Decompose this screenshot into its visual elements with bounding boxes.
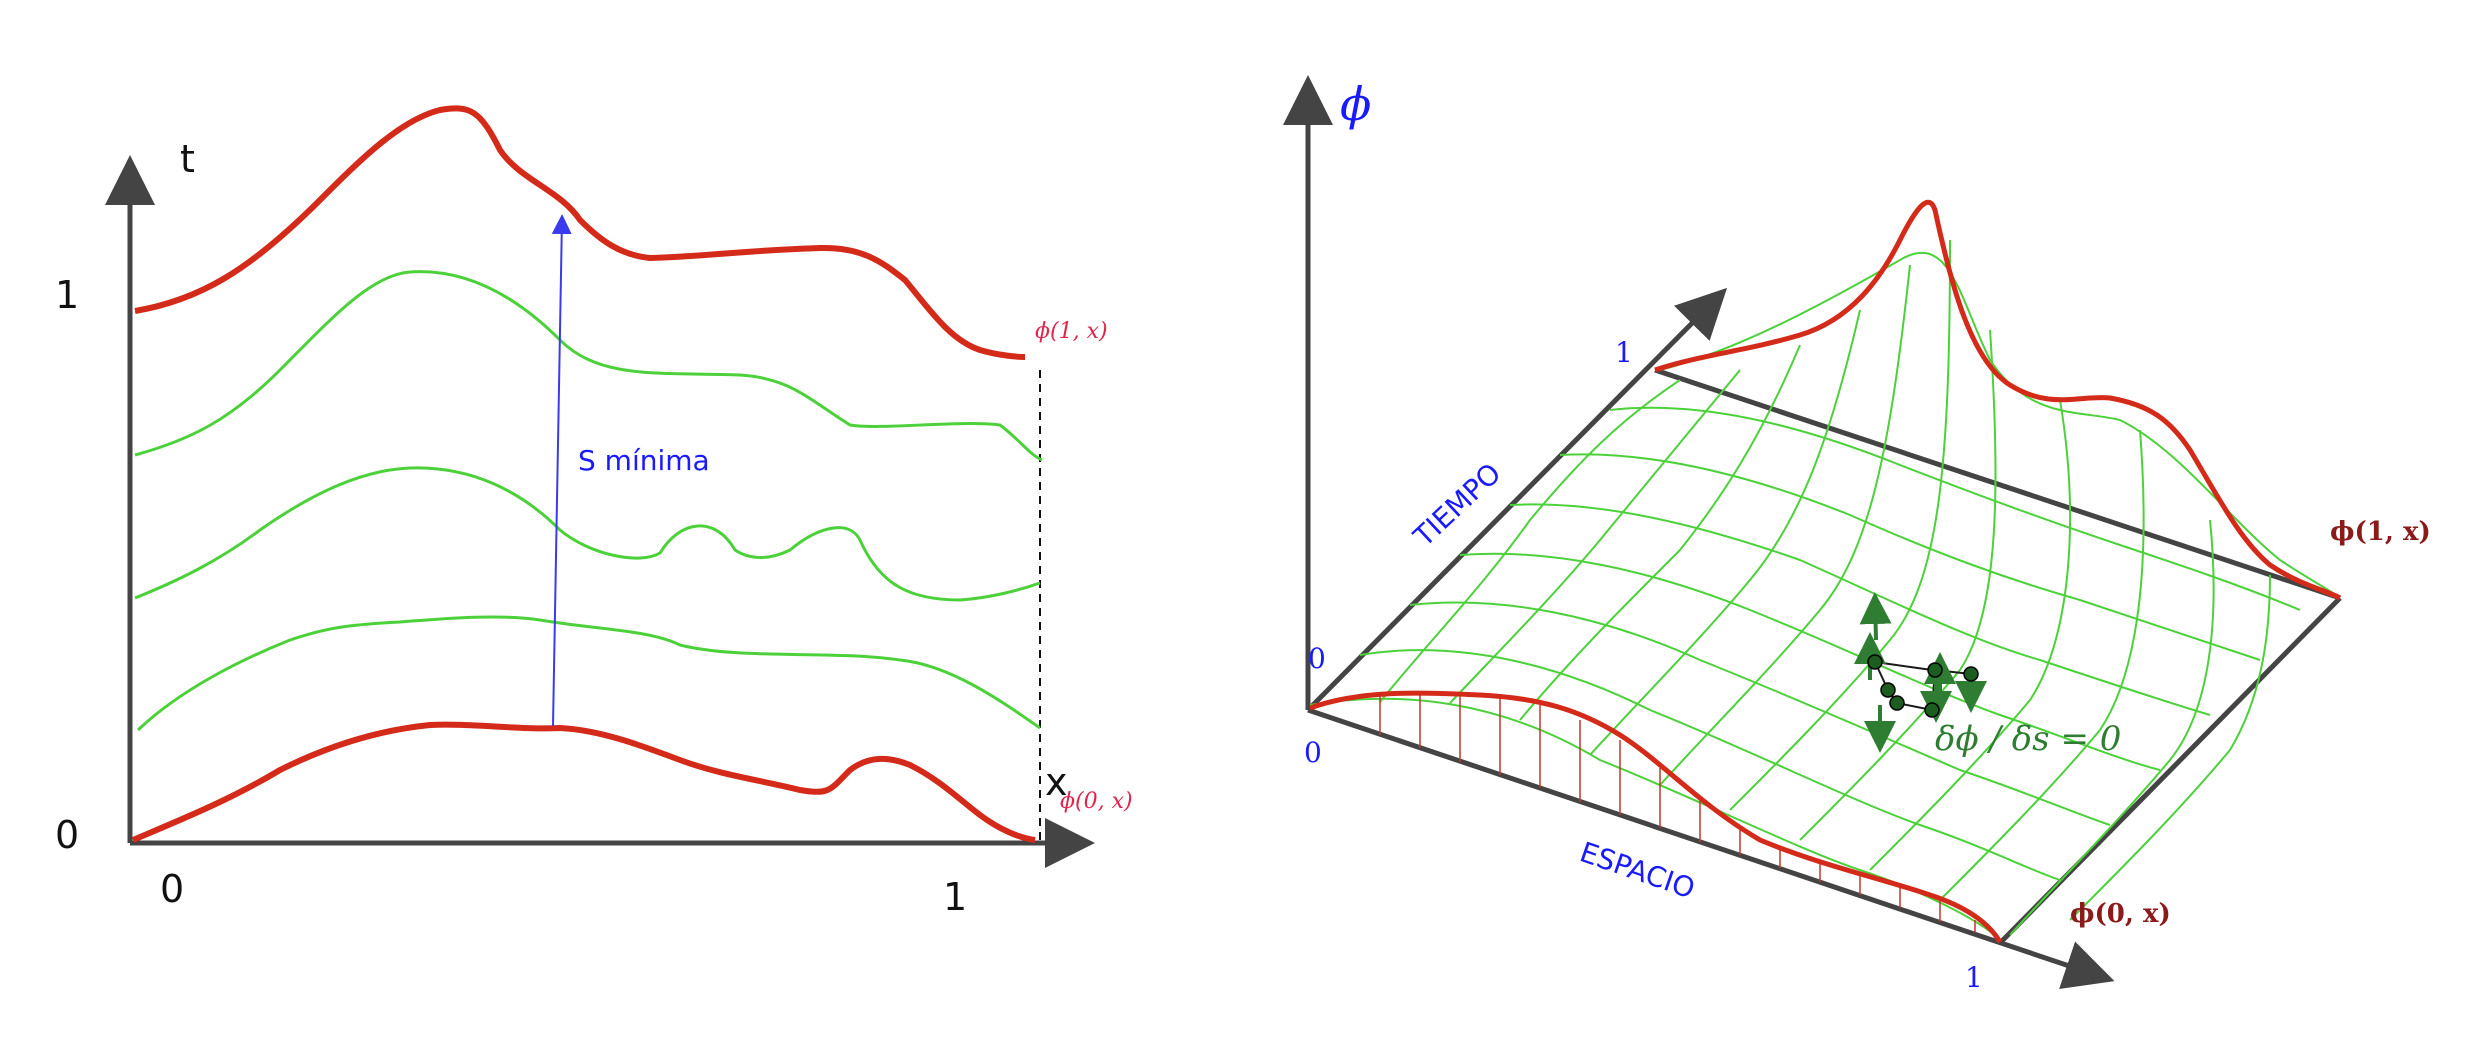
right-plane-top-edge — [1654, 367, 2341, 601]
left-green-curve-2 — [134, 466, 1041, 602]
right-tick-space-1: 1 — [1965, 961, 1983, 994]
right-label-phi-0x: ϕ(0, x) — [2070, 899, 2171, 929]
left-red-curve-top — [134, 105, 1026, 360]
left-panel: t x 1 0 0 1 ϕ(1, x) ϕ(0, x) S mínima — [55, 105, 1133, 919]
right-space-axis — [1307, 707, 2115, 989]
right-red-curve-phi1x — [1654, 199, 2342, 601]
left-tick-t-1: 1 — [55, 273, 79, 317]
right-tick-space-0: 0 — [1304, 736, 1322, 769]
surface-mesh — [1309, 239, 2341, 941]
left-tick-t-0: 0 — [55, 813, 79, 857]
left-red-curve-bottom — [131, 721, 1036, 843]
right-tick-time-1: 1 — [1615, 336, 1633, 369]
left-tick-x-0: 0 — [160, 867, 184, 911]
variation-label: δϕ / δs = 0 — [1935, 719, 2121, 759]
tiempo-label: TIEMPO — [1407, 457, 1508, 554]
variation-cluster — [1854, 592, 1987, 753]
right-time-axis — [1306, 287, 1728, 712]
left-label-phi-0x: ϕ(0, x) — [1060, 789, 1133, 814]
left-tick-x-1: 1 — [943, 875, 967, 919]
right-axis-phi-label: ϕ — [1340, 77, 1371, 131]
right-panel: ϕ TIEMPO ESPACIO 1 0 0 1 ϕ(1, x) ϕ(0, x)… — [1283, 75, 2431, 994]
left-green-curve-1 — [134, 270, 1043, 462]
left-axis-t-label: t — [180, 137, 195, 181]
right-red-curve-phi0x — [1309, 690, 2003, 944]
left-axis-x-label: x — [1045, 760, 1068, 804]
espacio-label: ESPACIO — [1576, 835, 1699, 905]
s-minima-arrow — [551, 214, 572, 727]
left-label-phi-1x: ϕ(1, x) — [1035, 319, 1108, 344]
boundary-hatching — [1379, 695, 1976, 933]
s-minima-label: S mínima — [578, 444, 710, 477]
right-tick-time-0: 0 — [1308, 642, 1326, 675]
right-label-phi-1x: ϕ(1, x) — [2330, 517, 2431, 547]
left-green-curve-3 — [136, 615, 1041, 732]
